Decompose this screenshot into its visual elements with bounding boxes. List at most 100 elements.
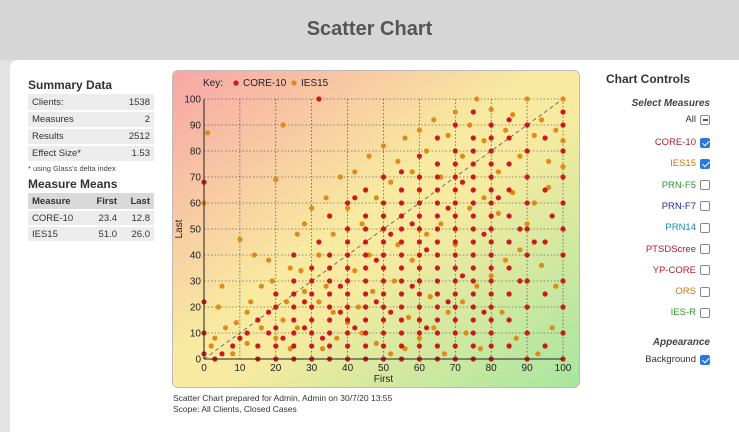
- point-ies15: [222, 325, 229, 331]
- caption-scope: Scope: All Clients, Closed Cases: [173, 404, 297, 414]
- point-ies15: [373, 340, 379, 346]
- measure-checkbox[interactable]: [700, 137, 710, 148]
- measure-toggle-prn14[interactable]: PRN14: [665, 222, 710, 233]
- point-core-10: [398, 187, 405, 193]
- point-ies15: [553, 127, 559, 133]
- point-core-10: [398, 291, 405, 297]
- measure-toggle-core-10[interactable]: CORE-10: [655, 137, 710, 148]
- point-core-10: [363, 239, 369, 245]
- measure-checkbox[interactable]: [700, 307, 710, 318]
- point-core-10: [524, 330, 530, 336]
- point-core-10: [380, 330, 387, 336]
- measure-toggle-ptsdscree[interactable]: PTSDScree: [646, 244, 710, 255]
- measure-checkbox[interactable]: [700, 222, 710, 233]
- point-core-10: [416, 317, 422, 323]
- point-core-10: [488, 226, 494, 232]
- means-measure: CORE-10: [28, 210, 87, 227]
- point-core-10: [345, 226, 351, 232]
- point-ies15: [409, 169, 415, 175]
- summary-row: Measures 2: [28, 111, 154, 129]
- point-core-10: [373, 257, 379, 263]
- point-ies15: [431, 325, 437, 331]
- measure-toggle-yp-core[interactable]: YP-CORE: [653, 265, 710, 276]
- point-ies15: [301, 288, 308, 294]
- point-core-10: [327, 291, 333, 297]
- measure-toggle-ors[interactable]: ORS: [675, 286, 710, 297]
- point-core-10: [506, 317, 512, 323]
- x-tick-label: 100: [555, 363, 572, 374]
- point-ies15: [258, 283, 264, 289]
- all-toggle[interactable]: All: [685, 114, 710, 125]
- point-ies15: [251, 252, 257, 258]
- point-ies15: [352, 169, 358, 175]
- point-core-10: [398, 343, 405, 349]
- point-core-10: [398, 213, 405, 219]
- measure-toggle-prn-f7[interactable]: PRN-F7: [662, 201, 710, 212]
- y-tick-label: 40: [190, 251, 202, 262]
- point-core-10: [380, 317, 387, 323]
- point-core-10: [345, 239, 351, 245]
- point-ies15: [287, 265, 293, 271]
- point-ies15: [359, 330, 365, 336]
- point-core-10: [488, 122, 494, 128]
- point-core-10: [345, 304, 351, 310]
- point-ies15: [510, 190, 516, 196]
- point-ies15: [503, 257, 509, 263]
- point-ies15: [402, 135, 408, 141]
- point-ies15: [427, 294, 433, 300]
- point-ies15: [445, 132, 451, 138]
- point-core-10: [452, 265, 458, 271]
- point-ies15: [452, 109, 458, 115]
- point-core-10: [309, 291, 315, 297]
- point-core-10: [517, 278, 523, 284]
- point-core-10: [560, 200, 566, 206]
- point-core-10: [470, 135, 476, 141]
- point-core-10: [398, 317, 405, 323]
- point-core-10: [363, 317, 369, 323]
- measure-checkbox[interactable]: [700, 265, 710, 276]
- measure-checkbox[interactable]: [700, 286, 710, 297]
- point-core-10: [388, 309, 394, 315]
- measure-checkbox[interactable]: [700, 244, 710, 254]
- background-checkbox[interactable]: [700, 354, 710, 365]
- point-ies15: [366, 153, 372, 159]
- point-ies15: [477, 346, 483, 352]
- point-core-10: [416, 278, 422, 284]
- point-core-10: [452, 174, 458, 180]
- point-core-10: [452, 161, 458, 167]
- point-ies15: [323, 195, 329, 201]
- key-series-core10: CORE-10: [243, 78, 287, 89]
- means-header-row: Measure First Last: [28, 193, 154, 211]
- point-ies15: [355, 304, 361, 310]
- measure-toggle-ies15[interactable]: IES15: [670, 158, 710, 169]
- background-toggle[interactable]: Background: [645, 354, 710, 365]
- point-ies15: [294, 325, 300, 331]
- point-core-10: [434, 200, 440, 206]
- point-core-10: [470, 291, 476, 297]
- point-core-10: [345, 278, 351, 284]
- point-core-10: [524, 148, 530, 154]
- measure-toggle-ies-r[interactable]: IES-R: [671, 307, 710, 318]
- measure-toggle-prn-f5[interactable]: PRN-F5: [662, 180, 710, 191]
- means-header-measure: Measure: [28, 193, 87, 211]
- measure-checkbox[interactable]: [700, 158, 710, 169]
- point-ies15: [380, 143, 387, 149]
- point-ies15: [424, 231, 430, 237]
- all-checkbox[interactable]: [700, 114, 710, 125]
- point-core-10: [398, 252, 405, 258]
- means-last: 12.8: [121, 210, 154, 227]
- point-core-10: [434, 330, 440, 336]
- point-core-10: [327, 252, 333, 258]
- x-tick-label: 0: [201, 363, 207, 374]
- point-core-10: [363, 187, 369, 193]
- point-ies15: [298, 268, 304, 274]
- measure-checkbox[interactable]: [700, 180, 710, 191]
- point-core-10: [488, 213, 494, 219]
- point-core-10: [495, 195, 501, 201]
- measure-checkbox[interactable]: [700, 201, 710, 212]
- point-core-10: [345, 200, 351, 206]
- y-tick-label: 80: [190, 147, 202, 158]
- point-core-10: [488, 343, 494, 349]
- point-core-10: [542, 343, 548, 349]
- point-core-10: [452, 200, 458, 206]
